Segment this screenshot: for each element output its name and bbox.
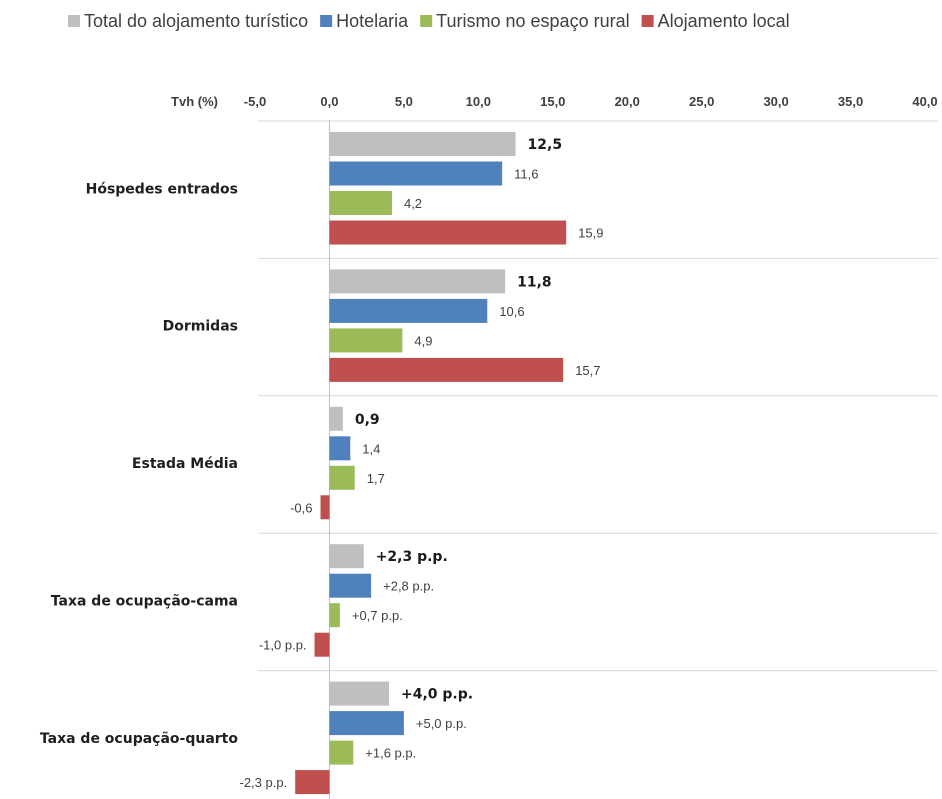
data-label: 1,7: [367, 471, 385, 486]
legend-swatch-1: [68, 15, 80, 27]
x-tick-label: 5,0: [395, 94, 413, 109]
legend-label-1: Total do alojamento turístico: [84, 11, 308, 31]
bar-hotelaria: [329, 711, 404, 736]
data-label: -1,0 p.p.: [259, 638, 307, 653]
data-label: -2,3 p.p.: [239, 775, 287, 790]
bar-total-do-alojamento-tur-stico: [329, 406, 343, 431]
bar-turismo-no-espa-o-rural: [329, 328, 403, 353]
legend-swatch-4: [641, 15, 654, 27]
category-label: Hóspedes entrados: [86, 181, 238, 197]
x-tick-label: 40,0: [912, 94, 937, 109]
data-label: 4,9: [414, 333, 432, 348]
x-tick-label: 0,0: [320, 94, 338, 109]
category-label: Taxa de ocupação-cama: [51, 593, 238, 609]
data-label: 0,9: [355, 412, 380, 428]
bar-alojamento-local: [295, 770, 330, 795]
data-label: 1,4: [362, 441, 380, 456]
bar-total-do-alojamento-tur-stico: [329, 132, 516, 156]
data-label: +4,0 p.p.: [401, 687, 473, 703]
data-label: +0,7 p.p.: [352, 608, 403, 623]
data-label: +2,3 p.p.: [376, 549, 448, 565]
data-label: 15,9: [578, 226, 603, 241]
legend-label-4: Alojamento local: [658, 11, 790, 31]
legend-swatch-2: [320, 15, 333, 27]
bar-alojamento-local: [329, 220, 567, 245]
x-tick-label: 15,0: [540, 94, 565, 109]
bar-turismo-no-espa-o-rural: [329, 465, 355, 490]
bar-alojamento-local: [320, 495, 330, 520]
data-label: 12,5: [528, 137, 563, 153]
legend-label-3: Turismo no espaço rural: [436, 11, 629, 31]
legend-label-2: Hotelaria: [336, 11, 409, 31]
bar-alojamento-local: [329, 357, 564, 382]
x-tick-label: 20,0: [615, 94, 640, 109]
data-label: 10,6: [499, 304, 524, 319]
x-tick-label: -5,0: [244, 94, 266, 109]
bar-total-do-alojamento-tur-stico: [329, 544, 364, 569]
bar-hotelaria: [329, 298, 488, 323]
data-label: +2,8 p.p.: [383, 579, 434, 594]
data-label: 15,7: [575, 363, 600, 378]
bar-total-do-alojamento-tur-stico: [329, 681, 389, 706]
bar-hotelaria: [329, 573, 372, 598]
bar-hotelaria: [329, 436, 351, 461]
category-label: Dormidas: [163, 319, 238, 335]
data-label: 11,8: [517, 274, 552, 290]
category-label: Taxa de ocupação-quarto: [40, 731, 238, 747]
bar-turismo-no-espa-o-rural: [329, 740, 354, 765]
bar-turismo-no-espa-o-rural: [329, 603, 340, 628]
data-label: 4,2: [404, 196, 422, 211]
data-label: +1,6 p.p.: [365, 746, 416, 761]
x-tick-label: 35,0: [838, 94, 863, 109]
category-label: Estada Média: [132, 456, 238, 472]
bar-alojamento-local: [314, 632, 330, 657]
data-label: +5,0 p.p.: [416, 716, 467, 731]
bar-total-do-alojamento-tur-stico: [329, 269, 506, 294]
x-tick-label: 30,0: [763, 94, 788, 109]
axis-title: Tvh (%): [171, 94, 218, 109]
bar-turismo-no-espa-o-rural: [329, 191, 392, 215]
legend-swatch-3: [420, 15, 433, 27]
bar-hotelaria: [329, 161, 503, 186]
x-tick-label: 25,0: [689, 94, 714, 109]
x-tick-label: 10,0: [466, 94, 491, 109]
data-label: -0,6: [290, 500, 312, 515]
data-label: 11,6: [514, 167, 538, 182]
